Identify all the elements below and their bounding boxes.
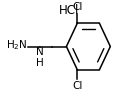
Text: H$_2$N: H$_2$N xyxy=(6,39,28,52)
Text: Cl: Cl xyxy=(72,2,83,12)
Text: N: N xyxy=(36,47,44,57)
Text: H: H xyxy=(36,58,44,68)
Text: Cl: Cl xyxy=(72,81,83,91)
Text: HCl: HCl xyxy=(59,4,79,17)
